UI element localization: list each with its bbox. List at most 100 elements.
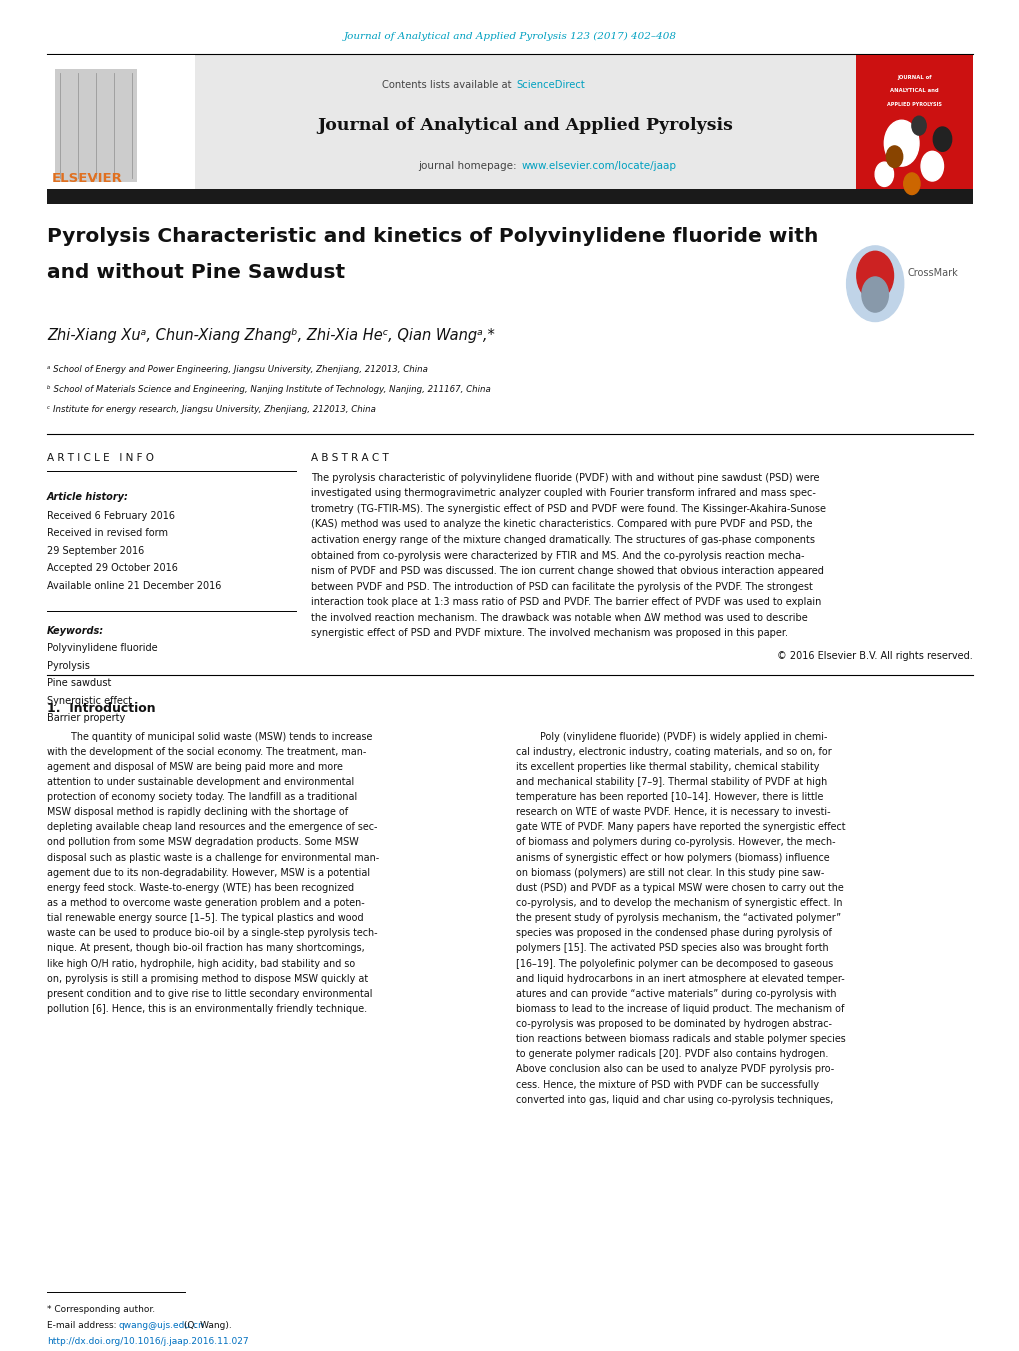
Text: and without Pine Sawdust: and without Pine Sawdust <box>47 263 344 282</box>
Text: attention to under sustainable development and environmental: attention to under sustainable developme… <box>47 777 354 788</box>
Bar <box>47 189 972 204</box>
Text: waste can be used to produce bio-oil by a single-step pyrolysis tech-: waste can be used to produce bio-oil by … <box>47 928 377 939</box>
Text: cess. Hence, the mixture of PSD with PVDF can be successfully: cess. Hence, the mixture of PSD with PVD… <box>516 1079 818 1090</box>
Text: co-pyrolysis was proposed to be dominated by hydrogen abstrac-: co-pyrolysis was proposed to be dominate… <box>516 1019 832 1029</box>
Text: Keywords:: Keywords: <box>47 626 104 635</box>
Text: tion reactions between biomass radicals and stable polymer species: tion reactions between biomass radicals … <box>516 1035 845 1044</box>
Text: JOURNAL of: JOURNAL of <box>897 74 930 80</box>
Text: nique. At present, though bio-oil fraction has many shortcomings,: nique. At present, though bio-oil fracti… <box>47 943 365 954</box>
Text: MSW disposal method is rapidly declining with the shortage of: MSW disposal method is rapidly declining… <box>47 808 347 817</box>
Text: Pine sawdust: Pine sawdust <box>47 678 111 688</box>
Text: polymers [15]. The activated PSD species also was brought forth: polymers [15]. The activated PSD species… <box>516 943 827 954</box>
Text: species was proposed in the condensed phase during pyrolysis of: species was proposed in the condensed ph… <box>516 928 832 939</box>
Text: Pyrolysis: Pyrolysis <box>47 661 90 670</box>
Text: Barrier property: Barrier property <box>47 713 125 723</box>
Text: ScienceDirect: ScienceDirect <box>516 80 584 91</box>
Text: Poly (vinylidene fluoride) (PVDF) is widely applied in chemi-: Poly (vinylidene fluoride) (PVDF) is wid… <box>516 732 826 742</box>
Text: Zhi-Xiang Xuᵃ, Chun-Xiang Zhangᵇ, Zhi-Xia Heᶜ, Qian Wangᵃ,*: Zhi-Xiang Xuᵃ, Chun-Xiang Zhangᵇ, Zhi-Xi… <box>47 328 494 343</box>
Circle shape <box>846 246 903 322</box>
Text: CrossMark: CrossMark <box>907 267 958 278</box>
Text: interaction took place at 1:3 mass ratio of PSD and PVDF. The barrier effect of : interaction took place at 1:3 mass ratio… <box>311 597 820 607</box>
Bar <box>55 69 137 182</box>
Circle shape <box>861 277 888 312</box>
Text: biomass to lead to the increase of liquid product. The mechanism of: biomass to lead to the increase of liqui… <box>516 1004 844 1015</box>
Text: its excellent properties like thermal stability, chemical stability: its excellent properties like thermal st… <box>516 762 819 771</box>
Text: ᵇ School of Materials Science and Engineering, Nanjing Institute of Technology, : ᵇ School of Materials Science and Engine… <box>47 385 490 394</box>
Text: anisms of synergistic effect or how polymers (biomass) influence: anisms of synergistic effect or how poly… <box>516 852 828 863</box>
Text: energy feed stock. Waste-to-energy (WTE) has been recognized: energy feed stock. Waste-to-energy (WTE)… <box>47 884 354 893</box>
Text: The pyrolysis characteristic of polyvinylidene fluoride (PVDF) with and without : The pyrolysis characteristic of polyviny… <box>311 473 819 482</box>
Text: Received in revised form: Received in revised form <box>47 528 168 538</box>
Bar <box>47 55 855 189</box>
Text: research on WTE of waste PVDF. Hence, it is necessary to investi-: research on WTE of waste PVDF. Hence, it… <box>516 808 829 817</box>
Text: and mechanical stability [7–9]. Thermal stability of PVDF at high: and mechanical stability [7–9]. Thermal … <box>516 777 826 788</box>
Text: Synergistic effect: Synergistic effect <box>47 696 131 705</box>
Bar <box>47 55 195 189</box>
Text: E-mail address:: E-mail address: <box>47 1321 119 1331</box>
Text: the present study of pyrolysis mechanism, the “activated polymer”: the present study of pyrolysis mechanism… <box>516 913 841 923</box>
Text: Received 6 February 2016: Received 6 February 2016 <box>47 511 174 520</box>
Circle shape <box>911 116 925 135</box>
Text: converted into gas, liquid and char using co-pyrolysis techniques,: converted into gas, liquid and char usin… <box>516 1094 833 1105</box>
Text: like high O/H ratio, hydrophile, high acidity, bad stability and so: like high O/H ratio, hydrophile, high ac… <box>47 959 355 969</box>
Text: to generate polymer radicals [20]. PVDF also contains hydrogen.: to generate polymer radicals [20]. PVDF … <box>516 1050 827 1059</box>
Text: activation energy range of the mixture changed dramatically. The structures of g: activation energy range of the mixture c… <box>311 535 814 544</box>
Circle shape <box>903 173 919 195</box>
Bar <box>855 55 972 189</box>
Text: journal homepage:: journal homepage: <box>418 161 520 172</box>
Text: as a method to overcome waste generation problem and a poten-: as a method to overcome waste generation… <box>47 898 365 908</box>
Text: ond pollution from some MSW degradation products. Some MSW: ond pollution from some MSW degradation … <box>47 838 359 847</box>
Text: Available online 21 December 2016: Available online 21 December 2016 <box>47 581 221 590</box>
Text: A B S T R A C T: A B S T R A C T <box>311 453 388 462</box>
Circle shape <box>920 151 943 181</box>
Text: © 2016 Elsevier B.V. All rights reserved.: © 2016 Elsevier B.V. All rights reserved… <box>776 651 972 661</box>
Text: present condition and to give rise to little secondary environmental: present condition and to give rise to li… <box>47 989 372 998</box>
Text: agement and disposal of MSW are being paid more and more: agement and disposal of MSW are being pa… <box>47 762 342 771</box>
Text: ᵃ School of Energy and Power Engineering, Jiangsu University, Zhenjiang, 212013,: ᵃ School of Energy and Power Engineering… <box>47 365 427 374</box>
Text: Journal of Analytical and Applied Pyrolysis 123 (2017) 402–408: Journal of Analytical and Applied Pyroly… <box>343 32 676 41</box>
Text: A R T I C L E   I N F O: A R T I C L E I N F O <box>47 453 154 462</box>
Text: agement due to its non-degradability. However, MSW is a potential: agement due to its non-degradability. Ho… <box>47 867 370 878</box>
Text: atures and can provide “active materials” during co-pyrolysis with: atures and can provide “active materials… <box>516 989 836 998</box>
Text: Article history:: Article history: <box>47 492 128 501</box>
Text: * Corresponding author.: * Corresponding author. <box>47 1305 155 1315</box>
Text: between PVDF and PSD. The introduction of PSD can facilitate the pyrolysis of th: between PVDF and PSD. The introduction o… <box>311 582 812 592</box>
Text: Accepted 29 October 2016: Accepted 29 October 2016 <box>47 563 177 573</box>
Text: [16–19]. The polyolefinic polymer can be decomposed to gaseous: [16–19]. The polyolefinic polymer can be… <box>516 959 833 969</box>
Text: trometry (TG-FTIR-MS). The synergistic effect of PSD and PVDF were found. The Ki: trometry (TG-FTIR-MS). The synergistic e… <box>311 504 825 513</box>
Text: Journal of Analytical and Applied Pyrolysis: Journal of Analytical and Applied Pyroly… <box>317 118 733 134</box>
Text: tial renewable energy source [1–5]. The typical plastics and wood: tial renewable energy source [1–5]. The … <box>47 913 363 923</box>
Text: dust (PSD) and PVDF as a typical MSW were chosen to carry out the: dust (PSD) and PVDF as a typical MSW wer… <box>516 884 843 893</box>
Circle shape <box>886 146 902 168</box>
Text: disposal such as plastic waste is a challenge for environmental man-: disposal such as plastic waste is a chal… <box>47 852 379 863</box>
Text: on, pyrolysis is still a promising method to dispose MSW quickly at: on, pyrolysis is still a promising metho… <box>47 974 368 984</box>
Text: Contents lists available at: Contents lists available at <box>382 80 515 91</box>
Text: cal industry, electronic industry, coating materials, and so on, for: cal industry, electronic industry, coati… <box>516 747 832 757</box>
Circle shape <box>874 162 893 186</box>
Text: 29 September 2016: 29 September 2016 <box>47 546 144 555</box>
Text: Above conclusion also can be used to analyze PVDF pyrolysis pro-: Above conclusion also can be used to ana… <box>516 1065 834 1074</box>
Text: and liquid hydrocarbons in an inert atmosphere at elevated temper-: and liquid hydrocarbons in an inert atmo… <box>516 974 844 984</box>
Text: (KAS) method was used to analyze the kinetic characteristics. Compared with pure: (KAS) method was used to analyze the kin… <box>311 520 812 530</box>
Text: pollution [6]. Hence, this is an environmentally friendly technique.: pollution [6]. Hence, this is an environ… <box>47 1004 367 1015</box>
Text: qwang@ujs.edu.cn: qwang@ujs.edu.cn <box>118 1321 204 1331</box>
Text: ELSEVIER: ELSEVIER <box>52 172 122 185</box>
Text: gate WTE of PVDF. Many papers have reported the synergistic effect: gate WTE of PVDF. Many papers have repor… <box>516 823 845 832</box>
Text: depleting available cheap land resources and the emergence of sec-: depleting available cheap land resources… <box>47 823 377 832</box>
Text: http://dx.doi.org/10.1016/j.jaap.2016.11.027: http://dx.doi.org/10.1016/j.jaap.2016.11… <box>47 1337 249 1347</box>
Text: ANALYTICAL and: ANALYTICAL and <box>890 88 937 93</box>
Text: Polyvinylidene fluoride: Polyvinylidene fluoride <box>47 643 157 653</box>
Text: synergistic effect of PSD and PVDF mixture. The involved mechanism was proposed : synergistic effect of PSD and PVDF mixtu… <box>311 628 788 638</box>
Circle shape <box>883 120 918 166</box>
Text: nism of PVDF and PSD was discussed. The ion current change showed that obvious i: nism of PVDF and PSD was discussed. The … <box>311 566 823 576</box>
Text: temperature has been reported [10–14]. However, there is little: temperature has been reported [10–14]. H… <box>516 792 822 802</box>
Text: co-pyrolysis, and to develop the mechanism of synergistic effect. In: co-pyrolysis, and to develop the mechani… <box>516 898 842 908</box>
Text: 1.  Introduction: 1. Introduction <box>47 703 155 715</box>
Text: the involved reaction mechanism. The drawback was notable when ΔW method was use: the involved reaction mechanism. The dra… <box>311 613 807 623</box>
Text: with the development of the social economy. The treatment, man-: with the development of the social econo… <box>47 747 366 757</box>
Text: The quantity of municipal solid waste (MSW) tends to increase: The quantity of municipal solid waste (M… <box>47 732 372 742</box>
Text: on biomass (polymers) are still not clear. In this study pine saw-: on biomass (polymers) are still not clea… <box>516 867 823 878</box>
Circle shape <box>856 251 893 300</box>
Text: of biomass and polymers during co-pyrolysis. However, the mech-: of biomass and polymers during co-pyroly… <box>516 838 835 847</box>
Text: protection of economy society today. The landfill as a traditional: protection of economy society today. The… <box>47 792 357 802</box>
